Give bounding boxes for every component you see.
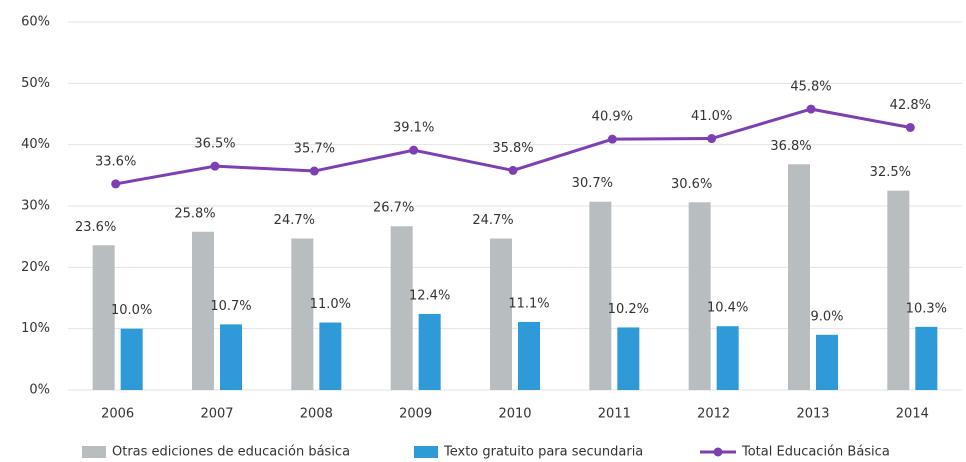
line-point	[707, 134, 717, 144]
x-tick-label: 2012	[697, 407, 730, 422]
line-point	[111, 179, 121, 189]
bar	[887, 190, 910, 390]
x-tick-label: 2014	[896, 407, 929, 422]
data-label: 41.0%	[691, 109, 732, 124]
bar	[390, 226, 413, 390]
legend-label: Otras ediciones de educación básica	[112, 445, 350, 460]
bar	[716, 326, 739, 390]
data-label: 26.7%	[373, 201, 414, 216]
data-label: 33.6%	[95, 154, 136, 169]
y-tick-label: 50%	[21, 76, 50, 91]
x-tick-label: 2013	[796, 407, 829, 422]
data-label: 10.0%	[111, 303, 152, 318]
data-label: 36.5%	[194, 137, 235, 152]
line-point	[508, 165, 518, 175]
bar	[192, 231, 214, 390]
bar	[220, 324, 242, 390]
line-point	[806, 104, 816, 114]
data-label: 24.7%	[274, 213, 315, 228]
bar	[291, 238, 314, 390]
bar	[915, 326, 938, 390]
data-label: 30.7%	[572, 176, 613, 191]
bar	[418, 313, 441, 390]
bar	[518, 321, 540, 390]
x-tick-label: 2008	[300, 407, 333, 422]
data-label: 10.7%	[210, 299, 251, 314]
x-tick-label: 2006	[101, 407, 134, 422]
bar	[92, 245, 115, 390]
bar	[319, 322, 342, 390]
data-label: 11.0%	[310, 297, 351, 312]
y-tick-label: 20%	[21, 260, 50, 275]
x-tick-label: 2010	[498, 407, 531, 422]
line-point	[409, 145, 419, 155]
legend-swatch	[713, 447, 723, 457]
legend-swatch	[414, 446, 438, 458]
y-tick-label: 10%	[21, 321, 50, 336]
data-label: 10.2%	[608, 302, 649, 317]
y-tick-label: 30%	[21, 199, 50, 214]
bar	[788, 164, 810, 390]
y-tick-label: 40%	[21, 137, 50, 152]
data-label: 42.8%	[890, 98, 931, 113]
line-point	[905, 122, 915, 132]
data-label: 11.1%	[508, 296, 549, 311]
x-tick-label: 2007	[200, 407, 233, 422]
data-label: 45.8%	[790, 80, 831, 95]
line-point	[309, 166, 319, 176]
bar	[617, 327, 640, 390]
data-label: 36.8%	[770, 139, 811, 154]
legend-swatch	[82, 446, 106, 458]
data-label: 35.8%	[492, 141, 533, 156]
data-label: 30.6%	[671, 177, 712, 192]
bar	[816, 334, 838, 390]
data-label: 9.0%	[810, 309, 843, 324]
data-label: 39.1%	[393, 121, 434, 136]
line-point	[607, 134, 617, 144]
y-tick-label: 0%	[29, 383, 50, 398]
data-label: 24.7%	[472, 213, 513, 228]
legend-label: Total Educación Básica	[741, 445, 890, 460]
data-label: 35.7%	[294, 142, 335, 157]
data-label: 10.4%	[707, 301, 748, 316]
bar	[688, 202, 711, 390]
bar	[120, 328, 143, 390]
legend-label: Texto gratuito para secundaria	[443, 445, 643, 460]
data-label: 12.4%	[409, 288, 450, 303]
data-label: 40.9%	[592, 110, 633, 125]
data-label: 25.8%	[174, 206, 215, 221]
bar	[490, 238, 512, 390]
y-tick-label: 60%	[21, 15, 50, 30]
line-point	[210, 161, 220, 171]
data-label: 23.6%	[75, 220, 116, 235]
x-tick-label: 2009	[399, 407, 432, 422]
x-tick-label: 2011	[598, 407, 631, 422]
data-label: 10.3%	[906, 301, 947, 316]
bar	[589, 201, 612, 390]
data-label: 32.5%	[870, 165, 911, 180]
